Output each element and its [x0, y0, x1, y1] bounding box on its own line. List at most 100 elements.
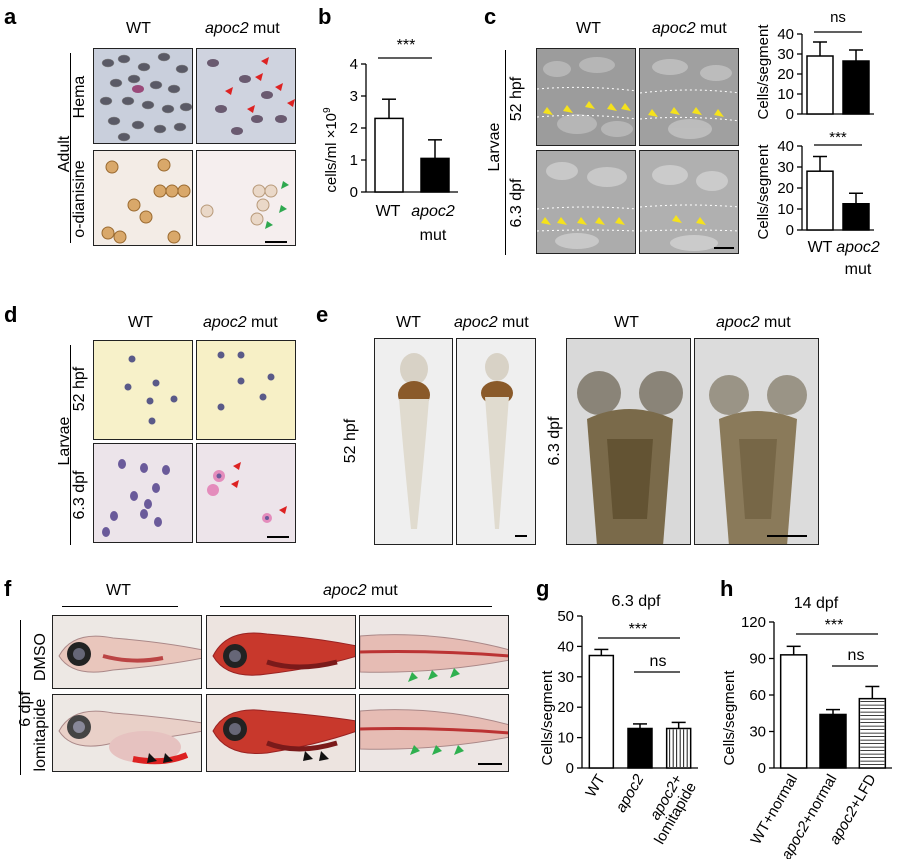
- scale-bar: [767, 535, 807, 537]
- panel-g-ylabel: Cells/segment: [539, 670, 556, 766]
- stained-cells-image: [200, 181, 289, 243]
- bar: [588, 654, 615, 769]
- larva-tissue-image: [537, 49, 635, 145]
- y-tick-label: 30: [557, 669, 574, 686]
- panel-e-row1: 52 hpf: [342, 418, 359, 464]
- panel-f-mut-lomitapide-image: [206, 694, 356, 772]
- panel-h-letter: h: [720, 576, 734, 601]
- panel-b-plot-area: 0 1 2 3 4: [350, 56, 458, 201]
- panel-c-xlabel-wt: WT: [808, 239, 833, 256]
- blood-cells-image: [124, 355, 178, 425]
- panel-e-col-mut-1: apoc2 mut: [454, 314, 529, 331]
- y-tick-label: 20: [777, 66, 794, 83]
- yellow-arrow-icon: [543, 101, 631, 115]
- larva-side-image: [212, 632, 355, 676]
- panel-f-mut-dmso-image: [206, 615, 356, 689]
- scale-bar: [478, 763, 502, 765]
- y-tick-label: 90: [749, 651, 766, 668]
- y-tick-label: 2: [350, 120, 358, 137]
- panel-c-wt-52hpf-image: [536, 48, 636, 146]
- y-tick-label: 120: [741, 614, 766, 631]
- panel-d-wt-6dpf-image: [93, 443, 193, 543]
- panel-d-wt-52hpf-image: [93, 340, 193, 440]
- larva-tissue-image: [537, 151, 635, 253]
- x-tick-label: apoc2: [612, 771, 647, 815]
- panel-b-letter: b: [318, 4, 332, 29]
- black-arrow-icon: [147, 753, 173, 763]
- bar: [627, 727, 653, 769]
- panel-c-charts: Cells/segment Cells/segment 0 10 20 30 40 0 1…: [755, 9, 880, 278]
- y-tick-label: 3: [350, 88, 358, 105]
- y-tick-label: 0: [786, 222, 794, 239]
- panel-f-letter: f: [4, 576, 12, 601]
- stained-cells-image: [101, 158, 191, 244]
- panel-e-wt-52hpf-image: [374, 338, 453, 545]
- scale-bar: [714, 247, 734, 249]
- panel-f-col-mut: apoc2 mut: [323, 582, 398, 599]
- yellow-arrow-icon: [541, 217, 625, 225]
- panel-e-mut-6dpf-image: [694, 338, 819, 545]
- panel-b-sig: ***: [397, 37, 416, 54]
- y-tick-label: 20: [557, 699, 574, 716]
- panel-e-letter: e: [316, 302, 329, 327]
- bar: [842, 60, 870, 115]
- panel-f-mut-dmso-tail-image: [359, 615, 509, 689]
- panel-f-wt-dmso-image: [52, 615, 202, 689]
- green-arrow-icon: [410, 745, 464, 755]
- panel-f-wt-bar: [62, 606, 178, 607]
- y-tick-label: 30: [777, 46, 794, 63]
- larva-image: [481, 353, 527, 537]
- blood-cells-image: [99, 52, 192, 142]
- panel-f-col-wt: WT: [106, 582, 131, 599]
- y-tick-label: 50: [557, 608, 574, 625]
- bar: [665, 727, 692, 769]
- panel-c-row-group: Larvae: [486, 122, 503, 172]
- panel-g-sig-ns: ns: [650, 653, 667, 670]
- panel-c-top-plot-area: 0 10 20 30 40: [777, 26, 874, 123]
- panel-c-col-mut: apoc2 mut: [652, 20, 727, 37]
- y-tick-label: 0: [350, 184, 358, 201]
- larva-tissue-image: [640, 151, 738, 253]
- larva-tissue-image: [640, 49, 738, 145]
- panel-d-mut-6dpf-image: [196, 443, 296, 543]
- x-tick-label: WT: [582, 772, 608, 801]
- panel-c-top-ylabel: Cells/segment: [755, 24, 772, 120]
- panel-a-wt-dianisine-image: [93, 150, 193, 246]
- red-arrow-icon: [225, 57, 295, 113]
- panel-b-xlabel-mut-suffix: mut: [420, 227, 447, 244]
- panel-c-row1: 52 hpf: [508, 76, 525, 122]
- panel-d-col-mut: apoc2 mut: [203, 314, 278, 331]
- panel-e-col-wt-1: WT: [396, 314, 421, 331]
- black-arrow-icon: [303, 751, 329, 761]
- panel-c-group-bar: [505, 50, 506, 255]
- panel-e-col-mut-2: apoc2 mut: [716, 314, 791, 331]
- panel-h-sig-top: ***: [825, 617, 844, 634]
- panel-a-letter: a: [4, 4, 17, 29]
- green-arrow-icon: [265, 181, 289, 229]
- y-tick-label: 40: [777, 138, 794, 155]
- panel-c-top-sig: ns: [830, 9, 846, 26]
- panel-d-mut-52hpf-image: [196, 340, 296, 440]
- bar: [374, 117, 404, 193]
- scale-bar: [515, 535, 527, 537]
- larva-side-image: [58, 710, 201, 765]
- blood-cells-image: [217, 351, 275, 411]
- y-tick-label: 4: [350, 56, 358, 73]
- y-tick-label: 30: [777, 159, 794, 176]
- bar: [420, 157, 450, 193]
- panel-c-row2: 6.3 dpf: [508, 178, 525, 228]
- bar: [779, 654, 808, 769]
- blood-cells-image: [102, 459, 170, 537]
- panel-b-xlabel-wt: WT: [376, 203, 401, 220]
- larva-side-image: [212, 709, 355, 761]
- panel-d-letter: d: [4, 302, 18, 327]
- panel-c-xlabel-mut-gene: apoc2: [836, 239, 880, 256]
- panel-a-wt-hema-image: [93, 48, 193, 144]
- panel-a-col-wt: WT: [126, 20, 151, 37]
- panel-e-wt-6dpf-image: [566, 338, 691, 545]
- panel-c-bottom-plot-area: 0 10 20 30 40: [777, 138, 874, 239]
- panel-b-xlabel-mut-gene: apoc2: [411, 203, 455, 220]
- bar: [819, 713, 847, 769]
